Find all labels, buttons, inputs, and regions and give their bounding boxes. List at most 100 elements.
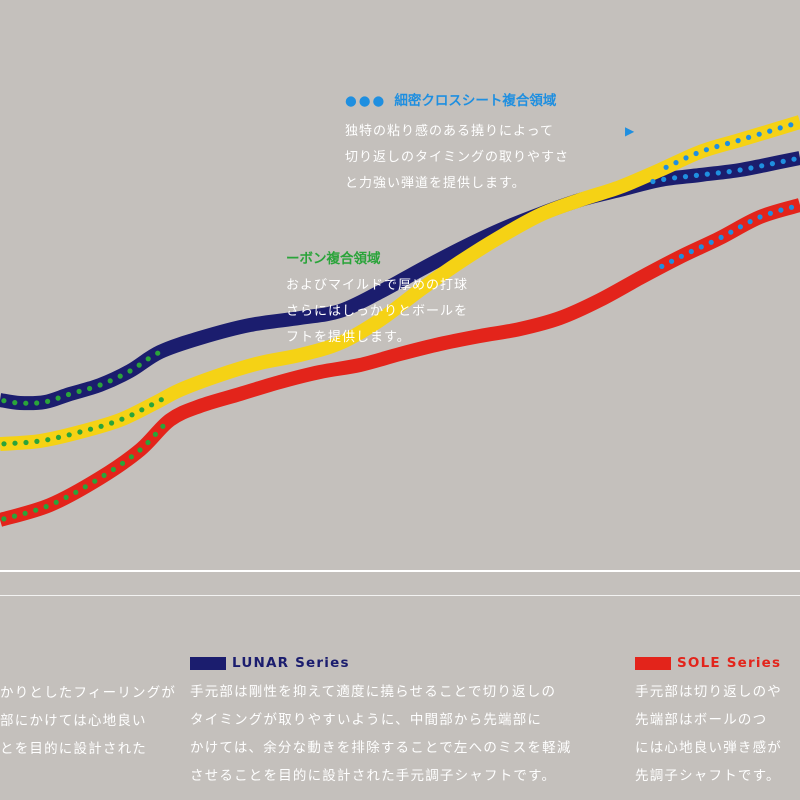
arrow-right-icon: ▶ [625,124,635,138]
overlay-dot [661,176,667,182]
overlay-dot [128,454,134,460]
annotation-cross-sheet: ●●● 細密クロスシート複合領域 独特の粘り感のある撓りによって 切り返しのタイミ… [345,91,569,197]
overlay-dot [137,447,143,453]
section-divider [0,595,800,596]
dots-icon: ●●● [345,93,387,109]
annotation-body: 独特の粘り感のある撓りによって 切り返しのタイミングの取りやすさ と力強い弾道を… [345,119,569,197]
overlay-dot [127,368,133,374]
legend-swatch-sole [635,656,671,670]
annotation-title: ーボン複合領域 [286,251,381,267]
overlay-dot [718,234,724,240]
overlay-dot [1,516,7,522]
legend-line: かけては、余分な動きを排除することで左へのミスを軽減 [190,740,572,756]
legend-line: 先調子シャフトです。 [635,768,781,784]
overlay-dot [12,440,18,446]
overlay-dot [678,253,685,259]
annotation-line: と力強い弾道を提供します。 [345,176,526,191]
legend-sole: SOLE Series 手元部は切り返しのや 先端部はボールのつ には心地良い弾… [635,653,782,790]
overlay-dot [650,178,656,185]
overlay-dot [708,239,714,245]
overlay-dot [728,229,734,235]
annotation-title: ●●● 細密クロスシート複合領域 [345,91,569,111]
overlay-dot [34,400,40,406]
overlay-dot [119,460,126,466]
overlay-dot [129,412,135,418]
overlay-dot [110,466,116,473]
overlay-dot [714,143,720,150]
annotation-line: フトを提供します。 [286,330,411,345]
overlay-dot [788,122,794,128]
legend-swatch-lunar [190,656,226,670]
annotation-line: およびマイルドで厚めの打球 [286,278,469,293]
legend-description-partial: かりとしたフィーリングが 部にかけては心地良い とを目的に設計された [0,679,175,763]
overlay-dot [22,510,28,516]
overlay-dot [788,204,795,210]
overlay-dot [23,400,29,406]
legend-line: かりとしたフィーリングが [0,685,175,701]
chart-baseline [0,570,800,572]
overlay-dot [11,513,18,519]
overlay-dot [149,402,155,408]
overlay-dot [119,416,125,422]
overlay-dot [34,438,40,444]
overlay-dot [735,138,741,144]
overlay-dot [703,147,710,153]
legend-line: 先端部はボールのつ [635,712,768,728]
overlay-dot [682,174,689,180]
overlay-dot [158,397,164,403]
overlay-dot [76,388,82,394]
overlay-dot [780,158,786,164]
dotted-overlay-6 [659,204,795,269]
overlay-dot [673,160,679,166]
overlay-dot [109,420,115,426]
overlay-dot [77,429,83,435]
overlay-dot [55,434,62,440]
overlay-dot [737,224,744,230]
overlay-dot [23,439,29,446]
overlay-dot [117,373,123,379]
series-line-2 [0,115,800,451]
overlay-dot [33,507,39,513]
overlay-dot [726,169,732,175]
legend-body: 手元部は切り返しのや 先端部はボールのつ には心地良い弾き感が 先調子シャフトで… [635,678,782,790]
overlay-dot [87,426,94,432]
overlay-dot [66,432,72,438]
legend-header: SOLE Series [635,653,782,673]
overlay-dot [160,423,166,429]
overlay-dot [659,263,665,269]
legend-body: 手元部は剛性を抑えて適度に撓らせることで切り返しの タイミングが取りやすいように… [190,678,572,790]
overlay-dot [98,423,104,429]
annotation-line: 独特の粘り感のある撓りによって [345,124,554,139]
overlay-dot [136,362,142,368]
overlay-dot [683,155,689,161]
overlay-dot [107,378,113,384]
overlay-dot [724,140,731,147]
annotation-carbon: ーボン複合領域 およびマイルドで厚めの打球 さらにはしっかりとボールを フトを提… [286,249,468,351]
legend-header: LUNAR Series [190,653,572,673]
overlay-dot [12,400,18,406]
overlay-dot [756,131,762,137]
overlay-dot [82,484,88,490]
annotation-line: さらにはしっかりとボールを [286,304,469,319]
overlay-dot [145,356,151,362]
legend-label: SOLE Series [677,655,782,671]
overlay-dot [737,167,743,173]
dotted-overlay-5 [663,122,794,170]
annotation-body: およびマイルドで厚めの打球 さらにはしっかりとボールを フトを提供します。 [286,273,468,351]
overlay-dot [767,128,773,134]
overlay-dot [777,125,783,131]
overlay-dot [65,391,72,398]
overlay-dot [663,164,669,170]
overlay-dot [769,161,776,167]
overlay-dot [101,472,107,478]
annotation-line: 切り返しのタイミングの取りやすさ [345,150,570,165]
overlay-dot [155,350,161,356]
dotted-overlay-2 [1,397,164,447]
dotted-overlay-4 [650,156,797,185]
overlay-dot [97,382,103,388]
legend-line: には心地良い弾き感が [635,740,782,756]
overlay-dot [152,431,158,437]
overlay-dot [748,165,754,171]
overlay-dot [757,214,763,220]
